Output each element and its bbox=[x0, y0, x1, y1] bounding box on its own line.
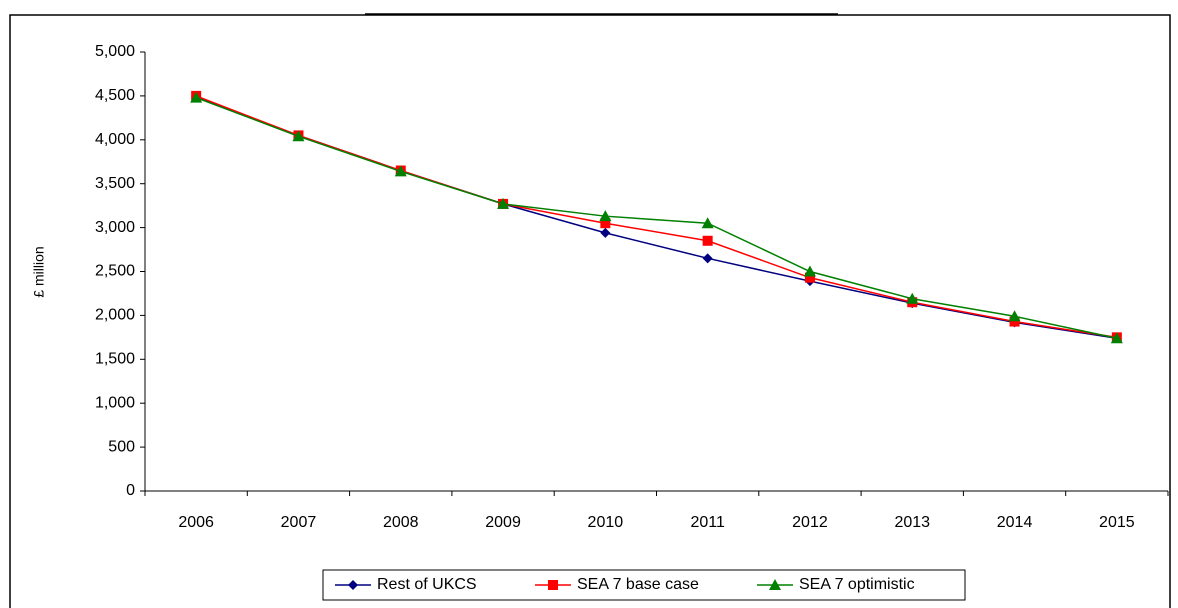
x-tick-label: 2006 bbox=[178, 514, 214, 531]
x-tick-label: 2012 bbox=[792, 514, 828, 531]
y-tick-label: 3,000 bbox=[95, 219, 135, 236]
y-axis-label: £ million bbox=[31, 246, 47, 297]
y-tick-label: 1,500 bbox=[95, 351, 135, 368]
legend-box bbox=[322, 569, 966, 601]
y-tick-label: 2,000 bbox=[95, 307, 135, 324]
x-tick-label: 2013 bbox=[894, 514, 930, 531]
marker bbox=[394, 165, 407, 177]
marker bbox=[702, 235, 713, 246]
marker bbox=[292, 130, 305, 142]
marker bbox=[348, 580, 358, 590]
marker bbox=[600, 227, 611, 238]
y-tick-label: 5,000 bbox=[95, 43, 135, 60]
legend-label: SEA 7 optimistic bbox=[799, 576, 915, 593]
y-tick-label: 500 bbox=[108, 438, 135, 455]
legend-label: SEA 7 base case bbox=[577, 576, 699, 593]
marker bbox=[701, 217, 714, 229]
x-tick-label: 2014 bbox=[997, 514, 1033, 531]
marker bbox=[804, 272, 815, 283]
marker bbox=[1009, 316, 1020, 327]
series-line bbox=[195, 95, 1117, 339]
y-tick-label: 0 bbox=[126, 482, 135, 499]
marker bbox=[1008, 310, 1021, 322]
marker bbox=[190, 91, 203, 103]
y-tick-label: 4,500 bbox=[95, 87, 135, 104]
legend-label: Rest of UKCS bbox=[377, 576, 477, 593]
marker bbox=[906, 292, 919, 304]
x-tick-label: 2009 bbox=[485, 514, 521, 531]
x-tick-label: 2015 bbox=[1099, 514, 1135, 531]
marker bbox=[769, 579, 781, 590]
y-tick-label: 2,500 bbox=[95, 263, 135, 280]
marker bbox=[599, 210, 612, 222]
y-tick-label: 1,000 bbox=[95, 394, 135, 411]
marker bbox=[702, 253, 713, 264]
series-line bbox=[195, 96, 1118, 339]
x-tick-label: 2010 bbox=[588, 514, 624, 531]
y-tick-label: 4,000 bbox=[95, 131, 135, 148]
marker bbox=[803, 265, 816, 277]
x-tick-label: 2008 bbox=[383, 514, 419, 531]
x-tick-label: 2011 bbox=[690, 514, 725, 531]
marker bbox=[497, 197, 510, 209]
chart-frame bbox=[9, 14, 1171, 608]
marker bbox=[600, 218, 611, 229]
marker bbox=[548, 580, 558, 590]
marker bbox=[1110, 332, 1123, 344]
y-tick-label: 3,500 bbox=[95, 175, 135, 192]
x-tick-label: 2007 bbox=[281, 514, 317, 531]
